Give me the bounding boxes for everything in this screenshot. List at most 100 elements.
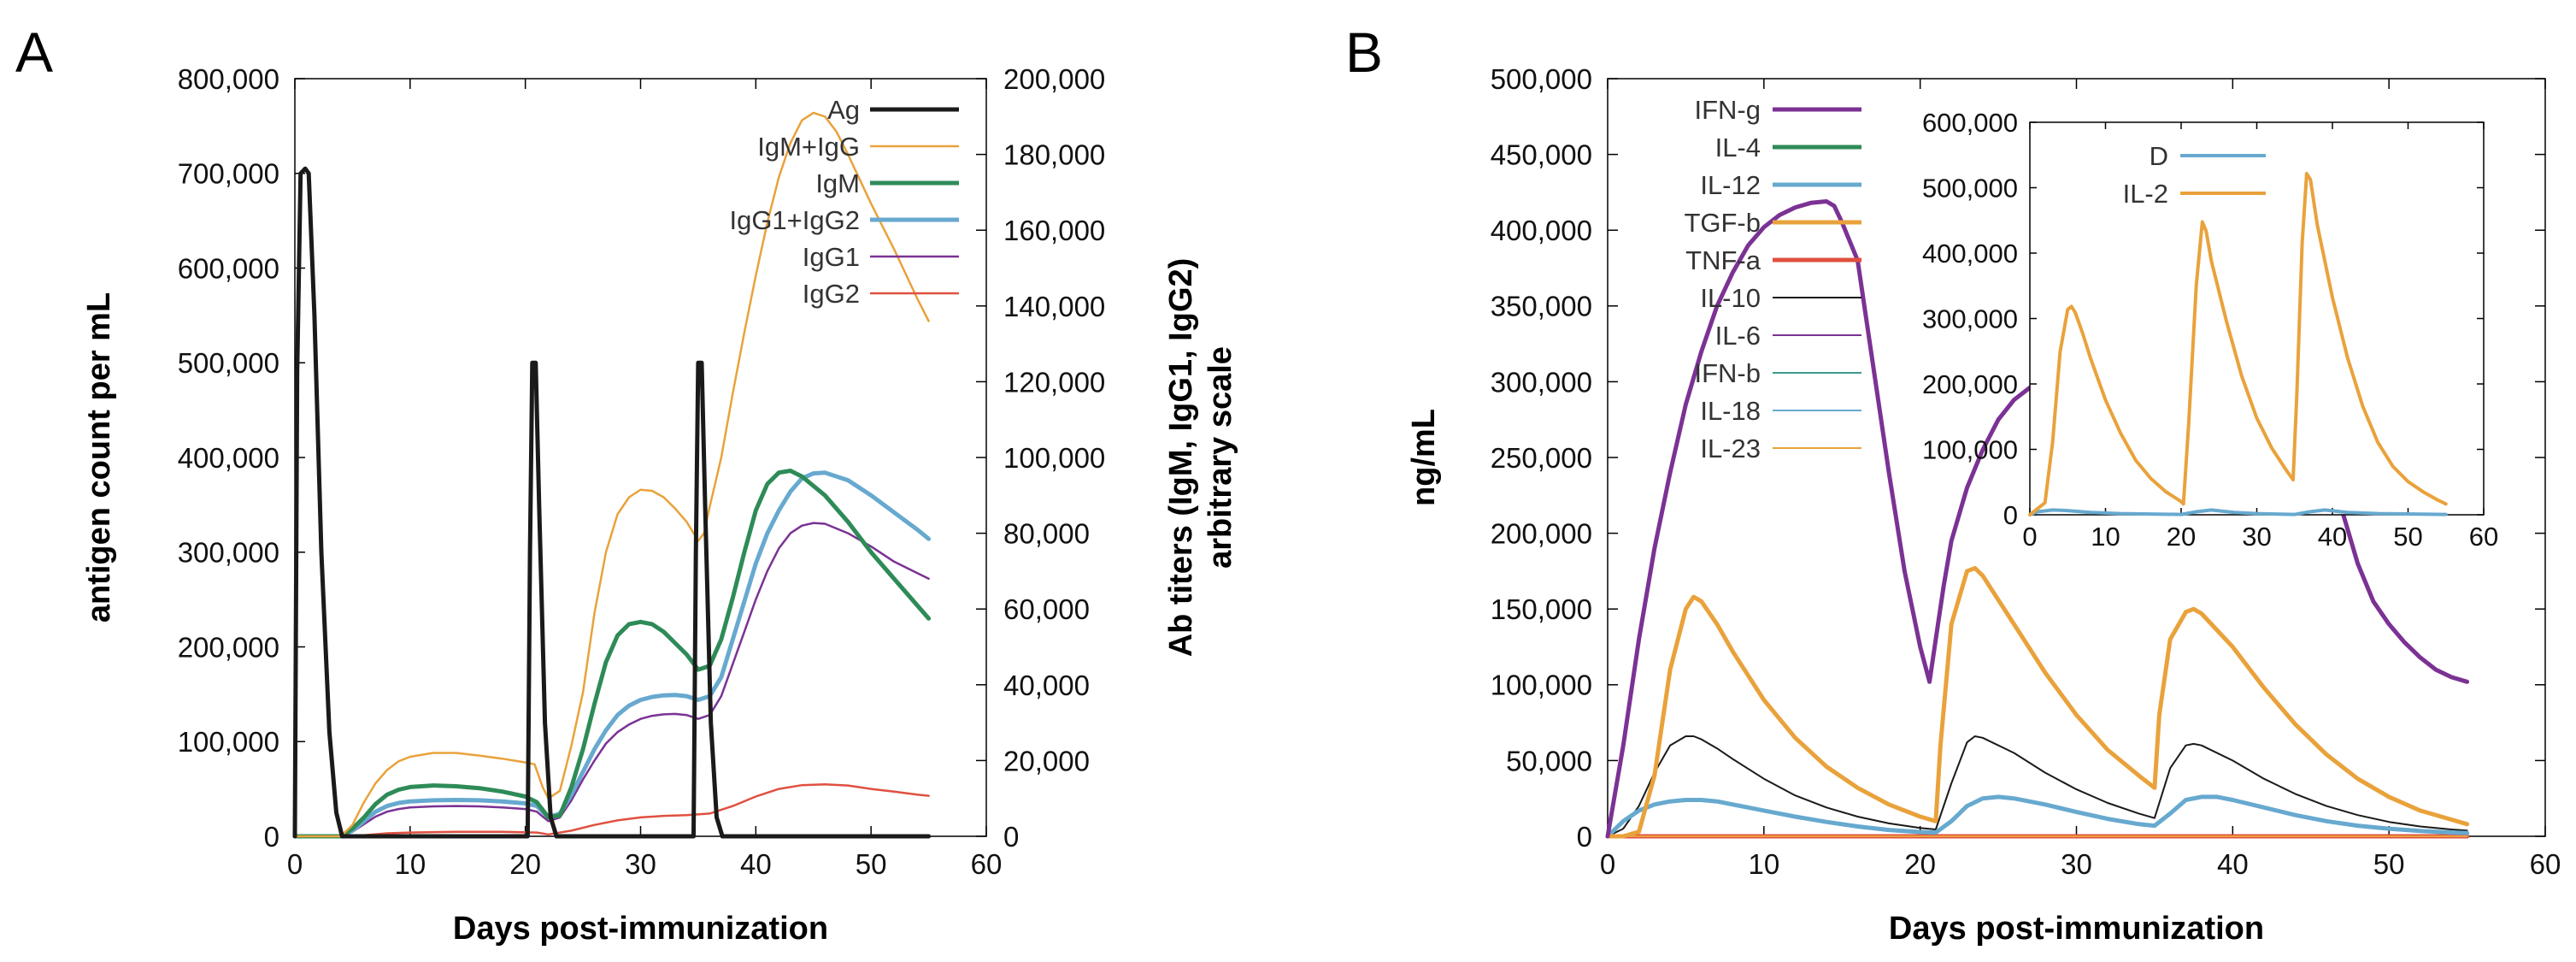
panel-a-y2-tick-label: 100,000 xyxy=(1003,442,1105,474)
inset-x-tick-label: 50 xyxy=(2393,522,2422,552)
panel-a-y-tick-label: 300,000 xyxy=(178,537,279,569)
inset-x-tick-label: 30 xyxy=(2242,522,2271,552)
panel-b-legend-label-ifn-b: IFN-b xyxy=(1695,358,1761,388)
panel-a-y2-tick-label: 120,000 xyxy=(1003,366,1105,398)
panel-a-y2-tick-label: 160,000 xyxy=(1003,215,1105,246)
panel-a-y-tick-label: 500,000 xyxy=(178,347,279,379)
panel-b-x-tick-label: 30 xyxy=(2061,848,2092,880)
panel-a-y-tick-label: 0 xyxy=(264,821,279,853)
inset-x-tick-label: 60 xyxy=(2469,522,2498,552)
panel-a-x-axis-title: Days post-immunization xyxy=(453,911,828,947)
inset-x-tick-label: 10 xyxy=(2091,522,2120,552)
inset-series-d-line xyxy=(2028,508,2448,516)
panel-a-y-axis-title: antigen count per mL xyxy=(81,292,117,623)
panel-a-x-tick-label: 0 xyxy=(287,848,303,880)
panel-a-y2-tick-label: 200,000 xyxy=(1003,63,1105,95)
panel-a-y2-tick-label: 0 xyxy=(1003,821,1019,853)
panel-b-x-tick-label: 50 xyxy=(2373,848,2405,880)
panel-b-y-tick-label: 450,000 xyxy=(1491,139,1592,170)
panel-a-y-tick-label: 700,000 xyxy=(178,158,279,190)
panel-b-legend-label-il-18: IL-18 xyxy=(1700,396,1761,426)
panel-b-x-tick-label: 0 xyxy=(1600,848,1615,880)
panel-b-legend-label-il-10: IL-10 xyxy=(1700,283,1761,313)
panel-a-x-tick-label: 20 xyxy=(509,848,541,880)
inset-x-tick-label: 40 xyxy=(2318,522,2347,552)
panel-b-x-tick-label: 60 xyxy=(2530,848,2561,880)
inset-background xyxy=(2030,122,2484,515)
panel-a-y2-axis-title-line1: Ab titers (IgM, IgG1, IgG2) xyxy=(1163,258,1199,658)
panel-b-x-tick-label: 40 xyxy=(2217,848,2249,880)
panel-a-x-tick-label: 40 xyxy=(740,848,772,880)
panel-a-y-tick-label: 400,000 xyxy=(178,442,279,474)
panel-a-y2-axis-title-line2: arbitrary scale xyxy=(1203,346,1238,569)
panel-b-y-tick-label: 400,000 xyxy=(1491,215,1592,246)
panel-a-legend-label-igg1-igg2: IgG1+IgG2 xyxy=(729,205,860,235)
inset-y-tick-label: 0 xyxy=(2003,500,2018,530)
panel-a-y-tick-label: 600,000 xyxy=(178,252,279,284)
inset-y-tick-label: 400,000 xyxy=(1922,239,2018,269)
inset-series-il-2-line xyxy=(2028,172,2448,516)
panel-a-legend-label-ag: Ag xyxy=(827,95,860,125)
panel-b-legend-label-il-6: IL-6 xyxy=(1715,321,1761,351)
inset-x-tick-label: 20 xyxy=(2167,522,2196,552)
inset-y-tick-label: 100,000 xyxy=(1922,435,2018,465)
panel-a-series-igg1-igg2-line xyxy=(292,470,932,839)
panel-a-legend-label-igg1: IgG1 xyxy=(803,242,860,272)
panel-b-legend-label-tgf-b: TGF-b xyxy=(1684,208,1761,238)
panel-a-x-tick-label: 50 xyxy=(856,848,887,880)
panel-a-series-igm-line xyxy=(292,469,932,839)
panel-b-y-tick-label: 0 xyxy=(1577,821,1592,853)
panel-b-x-axis-title: Days post-immunization xyxy=(1889,911,2264,947)
panel-a-y2-tick-label: 60,000 xyxy=(1003,593,1090,625)
panel-a-series-igm-igg-line xyxy=(293,111,930,838)
panel-b-legend-label-il-12: IL-12 xyxy=(1700,170,1761,200)
inset-y-tick-label: 200,000 xyxy=(1922,369,2018,399)
panel-a-x-tick-label: 30 xyxy=(625,848,656,880)
panel-a-x-tick-label: 60 xyxy=(971,848,1003,880)
panel-b-y-tick-label: 150,000 xyxy=(1491,593,1592,625)
panel-a: 0 10 20 30 40 50 600100,000200,000300,000400,0… xyxy=(15,21,1238,947)
inset-y-tick-label: 600,000 xyxy=(1922,108,2018,138)
panel-a-y-tick-label: 800,000 xyxy=(178,63,279,95)
panel-b-label: B xyxy=(1345,21,1383,84)
panel-b-y-tick-label: 350,000 xyxy=(1491,291,1592,322)
panel-a-series-ag-line xyxy=(292,166,932,839)
panel-b-series-il-10-line xyxy=(1607,735,2468,837)
panel-b-legend-label-il-23: IL-23 xyxy=(1700,434,1761,463)
inset-x-tick-label: 0 xyxy=(2022,522,2037,552)
inset-legend-label-d: D xyxy=(2150,141,2168,171)
panel-b-y-tick-label: 50,000 xyxy=(1506,745,1592,776)
panel-a-y2-tick-label: 40,000 xyxy=(1003,670,1090,701)
inset-y-tick-label: 300,000 xyxy=(1922,304,2018,334)
panel-a-y-tick-label: 100,000 xyxy=(178,726,279,758)
panel-b-y-tick-label: 100,000 xyxy=(1491,670,1592,701)
panel-b-y-tick-label: 200,000 xyxy=(1491,517,1592,549)
panel-b-y-tick-label: 500,000 xyxy=(1491,63,1592,95)
panel-a-series-igg2-line xyxy=(293,783,930,838)
panel-a-legend-label-igg2: IgG2 xyxy=(803,279,860,309)
panel-a-y2-tick-label: 140,000 xyxy=(1003,291,1105,322)
panel-b-legend-label-ifn-g: IFN-g xyxy=(1695,95,1761,125)
panel-a-legend-label-igm: IgM xyxy=(815,168,860,198)
panel-a-x-tick-label: 10 xyxy=(394,848,426,880)
panel-a-series-igg1-line xyxy=(293,522,930,838)
panel-b-x-tick-label: 10 xyxy=(1748,848,1779,880)
panel-b-series-il-12-line xyxy=(1605,794,2470,839)
panel-b-series-tgf-b-line xyxy=(1605,565,2470,839)
inset-legend-label-il-2: IL-2 xyxy=(2123,179,2168,209)
panel-b-legend-label-il-4: IL-4 xyxy=(1715,133,1761,162)
panel-b-legend-label-tnf-a: TNF-a xyxy=(1685,245,1761,275)
panel-a-y2-tick-label: 180,000 xyxy=(1003,139,1105,171)
panel-a-legend-label-igm-igg: IgM+IgG xyxy=(757,132,860,162)
panel-a-y2-tick-label: 80,000 xyxy=(1003,518,1090,550)
panel-b-x-tick-label: 20 xyxy=(1904,848,1936,880)
panel-b-y-tick-label: 300,000 xyxy=(1491,366,1592,398)
inset-y-tick-label: 500,000 xyxy=(1922,174,2018,204)
panel-a-y-tick-label: 200,000 xyxy=(178,631,279,663)
panel-a-plot-frame xyxy=(294,78,987,837)
panel-a-label: A xyxy=(15,21,53,84)
panel-b-y-tick-label: 250,000 xyxy=(1491,442,1592,474)
panel-b: 0 10 20 30 40 50 60 0 50,000 100,000 150,000 200,00… xyxy=(1345,21,2561,947)
panel-a-y2-tick-label: 20,000 xyxy=(1003,745,1090,776)
